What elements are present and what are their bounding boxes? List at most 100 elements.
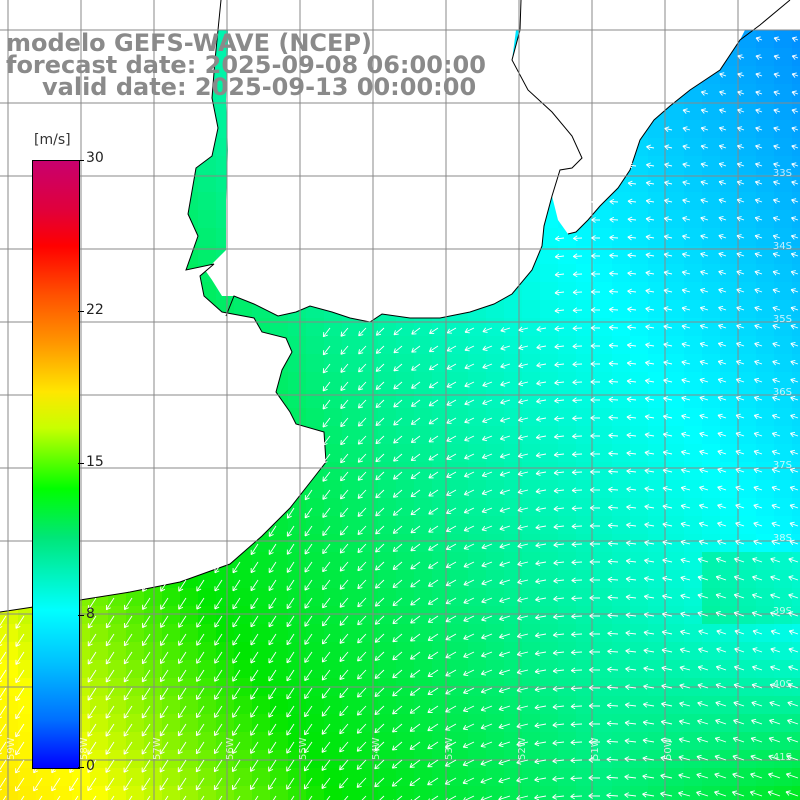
wind-arrow-head — [428, 347, 432, 352]
wind-arrow-head — [662, 485, 668, 489]
wind-speed-cell — [756, 498, 775, 517]
wind-arrow-shaft — [375, 345, 385, 354]
wind-speed-cell — [738, 552, 757, 571]
wind-speed-cell — [594, 444, 613, 463]
wind-arrow-head — [719, 127, 723, 132]
wind-speed-cell — [234, 300, 253, 319]
wind-arrow-shaft — [571, 633, 583, 636]
wind-arrow-head — [699, 469, 703, 474]
wind-speed-cell — [342, 768, 361, 787]
wind-speed-cell — [630, 174, 649, 193]
wind-arrow — [590, 379, 601, 385]
wind-speed-cell — [702, 570, 721, 589]
wind-speed-cell — [324, 318, 343, 337]
wind-speed-cell — [594, 498, 613, 517]
wind-arrow-shaft — [792, 55, 799, 59]
wind-arrow — [250, 489, 259, 501]
wind-arrow — [358, 381, 367, 391]
wind-arrow-head — [482, 421, 488, 424]
wind-arrow-shaft — [644, 469, 655, 473]
wind-speed-cell — [288, 750, 307, 769]
wind-arrow-shaft — [681, 379, 691, 383]
wind-arrow-head — [446, 454, 450, 460]
wind-arrow-head — [358, 331, 361, 336]
wind-speed-cell — [738, 84, 757, 103]
wind-speed-cell — [612, 228, 631, 247]
wind-arrow — [737, 54, 745, 60]
wind-arrow — [608, 324, 619, 331]
wind-speed-cell — [198, 570, 217, 589]
wind-arrow-shaft — [627, 344, 637, 347]
wind-arrow-head — [700, 181, 705, 186]
wind-speed-cell — [666, 534, 685, 553]
wind-arrow-head — [646, 162, 651, 166]
wind-arrow — [499, 435, 511, 441]
wind-arrow-head — [644, 434, 649, 438]
wind-arrow-shaft — [464, 507, 475, 514]
wind-arrow-shaft — [411, 345, 421, 353]
wind-arrow-shaft — [717, 450, 727, 455]
wind-arrow-head — [771, 503, 777, 506]
wind-arrow-head — [736, 343, 740, 348]
wind-arrow-shaft — [718, 199, 727, 203]
wind-arrow-shaft — [609, 308, 619, 311]
wind-arrow-shaft — [646, 200, 655, 203]
wind-speed-cell — [522, 354, 541, 373]
wind-arrow-head — [376, 370, 381, 372]
wind-arrow — [393, 345, 403, 354]
wind-arrow-head — [393, 405, 399, 408]
wind-arrow — [773, 180, 781, 186]
wind-arrow-head — [536, 437, 541, 440]
wind-speed-cell — [558, 750, 577, 769]
wind-arrow — [681, 377, 691, 384]
wind-speed-cell — [648, 750, 667, 769]
wind-speed-cell — [378, 354, 397, 373]
wind-arrow-head — [554, 379, 559, 384]
wind-arrow-head — [464, 512, 469, 514]
wind-arrow-head — [699, 395, 705, 398]
wind-arrow-head — [463, 490, 468, 495]
wind-arrow-head — [681, 271, 686, 276]
wind-arrow-head — [573, 238, 578, 242]
wind-arrow-shaft — [773, 109, 781, 113]
wind-arrow — [464, 327, 475, 334]
wind-arrow-shaft — [701, 109, 709, 113]
wind-arrow-head — [607, 524, 613, 529]
wind-speed-cell — [594, 588, 613, 607]
wind-speed-cell — [648, 768, 667, 787]
wind-arrow — [500, 399, 511, 405]
wind-arrow-head — [790, 379, 794, 384]
wind-arrow-head — [699, 467, 705, 470]
wind-speed-cell — [684, 462, 703, 481]
wind-arrow-head — [790, 485, 795, 488]
wind-arrow-head — [790, 324, 796, 326]
wind-arrow-head — [536, 383, 542, 386]
wind-speed-cell — [756, 516, 775, 535]
wind-speed-cell — [594, 408, 613, 427]
wind-arrow-shaft — [754, 289, 763, 293]
wind-arrow-head — [772, 307, 777, 312]
wind-arrow-shaft — [464, 489, 475, 496]
wind-arrow-head — [376, 388, 381, 390]
wind-arrow-head — [664, 146, 669, 150]
wind-arrow-head — [681, 379, 686, 384]
wind-arrow-shaft — [753, 486, 763, 491]
wind-arrow-head — [609, 201, 614, 205]
wind-speed-cell — [0, 732, 19, 751]
wind-speed-cell — [648, 156, 667, 175]
wind-arrow-shaft — [790, 307, 799, 311]
wind-arrow-head — [500, 420, 506, 423]
wind-arrow — [572, 271, 583, 278]
wind-arrow — [608, 342, 619, 349]
wind-arrow-shaft — [609, 254, 619, 257]
wind-arrow — [753, 413, 763, 420]
wind-arrow-head — [554, 400, 559, 404]
wind-speed-cell — [162, 750, 181, 769]
wind-arrow-head — [718, 199, 723, 204]
wind-speed-cell — [594, 246, 613, 265]
wind-arrow — [663, 342, 673, 348]
wind-arrow — [589, 523, 601, 529]
wind-speed-cell — [450, 624, 469, 643]
wind-arrow-head — [737, 126, 743, 129]
wind-arrow — [518, 416, 529, 423]
